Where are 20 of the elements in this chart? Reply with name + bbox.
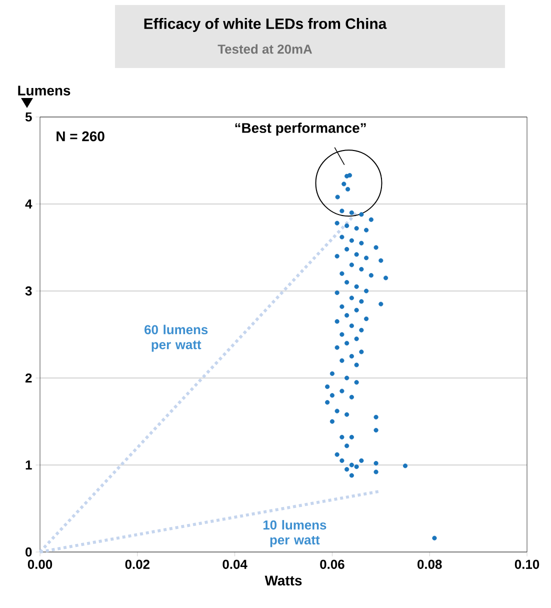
x-tick-label: 0.08 [418,560,442,569]
y-tick-label: 3 [25,286,32,296]
x-tick-label: 0.10 [514,560,540,569]
y-axis-title: Lumens [18,86,70,96]
chart-title: Efficacy of white LEDs from China [144,18,387,32]
annotation: “Best performance” [235,122,366,136]
x-tick-label: 0.06 [320,560,344,569]
x-tick-label: 0.02 [125,560,150,569]
x-tick-label: 0.04 [222,560,248,569]
y-tick-label: 0 [26,547,32,557]
annotation: N = 260 [56,131,104,142]
chart-subtitle: Tested at 20mA [218,44,312,54]
series-label: 60 lumens per watt [144,324,208,352]
x-axis-title: Watts [264,576,302,586]
y-tick-label: 4 [25,200,32,208]
series-label: 10 lumens per watt [263,520,326,548]
x-tick-label: 0.00 [28,560,52,569]
y-tick-label: 1 [26,460,32,470]
y-tick-label: 2 [25,373,32,383]
y-tick-label: 5 [25,112,32,122]
